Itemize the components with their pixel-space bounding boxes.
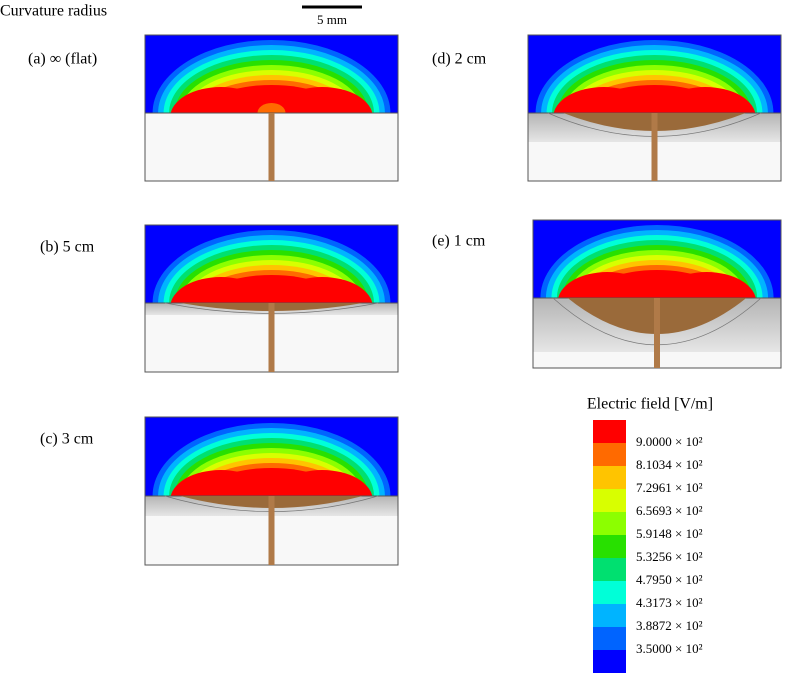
legend-label: 4.7950 × 10² <box>636 572 703 587</box>
electrode-stem <box>268 113 275 181</box>
legend-title: Electric field [V/m] <box>587 396 713 413</box>
panel-label: (b) 5 cm <box>40 239 95 256</box>
field-lobe <box>271 277 373 303</box>
field-lobe <box>170 470 272 496</box>
electrode-stem <box>654 298 660 368</box>
field-lobe <box>657 272 756 298</box>
legend-label: 7.2961 × 10² <box>636 480 703 495</box>
field-lobe <box>558 272 657 298</box>
legend-label: 9.0000 × 10² <box>636 434 703 449</box>
field-lobe <box>654 87 756 113</box>
legend-swatch <box>593 604 626 627</box>
electrode-stem <box>268 303 275 372</box>
legend-swatch <box>593 443 626 466</box>
legend-swatch <box>593 650 626 673</box>
figure-title: Curvature radius <box>0 3 107 20</box>
legend-swatch <box>593 512 626 535</box>
legend-label: 5.9148 × 10² <box>636 526 703 541</box>
legend-label: 3.5000 × 10² <box>636 641 703 656</box>
legend-label: 3.8872 × 10² <box>636 618 703 633</box>
legend-swatch <box>593 535 626 558</box>
legend-swatch <box>593 581 626 604</box>
field-lobe <box>170 87 272 113</box>
field-lobe <box>170 277 272 303</box>
panel-label: (c) 3 cm <box>40 431 94 448</box>
field-lobe <box>271 87 373 113</box>
legend-label: 8.1034 × 10² <box>636 457 703 472</box>
field-plot <box>145 225 398 303</box>
field-plot <box>533 220 781 298</box>
electrode-stem <box>268 496 275 565</box>
legend-swatch <box>593 558 626 581</box>
field-lobe <box>553 87 655 113</box>
legend-swatch <box>593 420 626 443</box>
panel-label: (a) ∞ (flat) <box>28 51 97 68</box>
legend-label: 6.5693 × 10² <box>636 503 703 518</box>
scale-bar-label: 5 mm <box>317 12 347 27</box>
panel-label: (d) 2 cm <box>432 51 487 68</box>
field-lobe <box>271 470 373 496</box>
legend-swatch <box>593 466 626 489</box>
field-center <box>257 103 286 113</box>
legend-swatch <box>593 627 626 650</box>
legend-swatch <box>593 489 626 512</box>
field-plot <box>528 35 781 113</box>
panel-label: (e) 1 cm <box>432 233 486 250</box>
electrode-stem <box>651 113 658 181</box>
legend-label: 4.3173 × 10² <box>636 595 703 610</box>
field-plot <box>145 417 398 496</box>
field-plot <box>145 35 398 113</box>
legend-label: 5.3256 × 10² <box>636 549 703 564</box>
